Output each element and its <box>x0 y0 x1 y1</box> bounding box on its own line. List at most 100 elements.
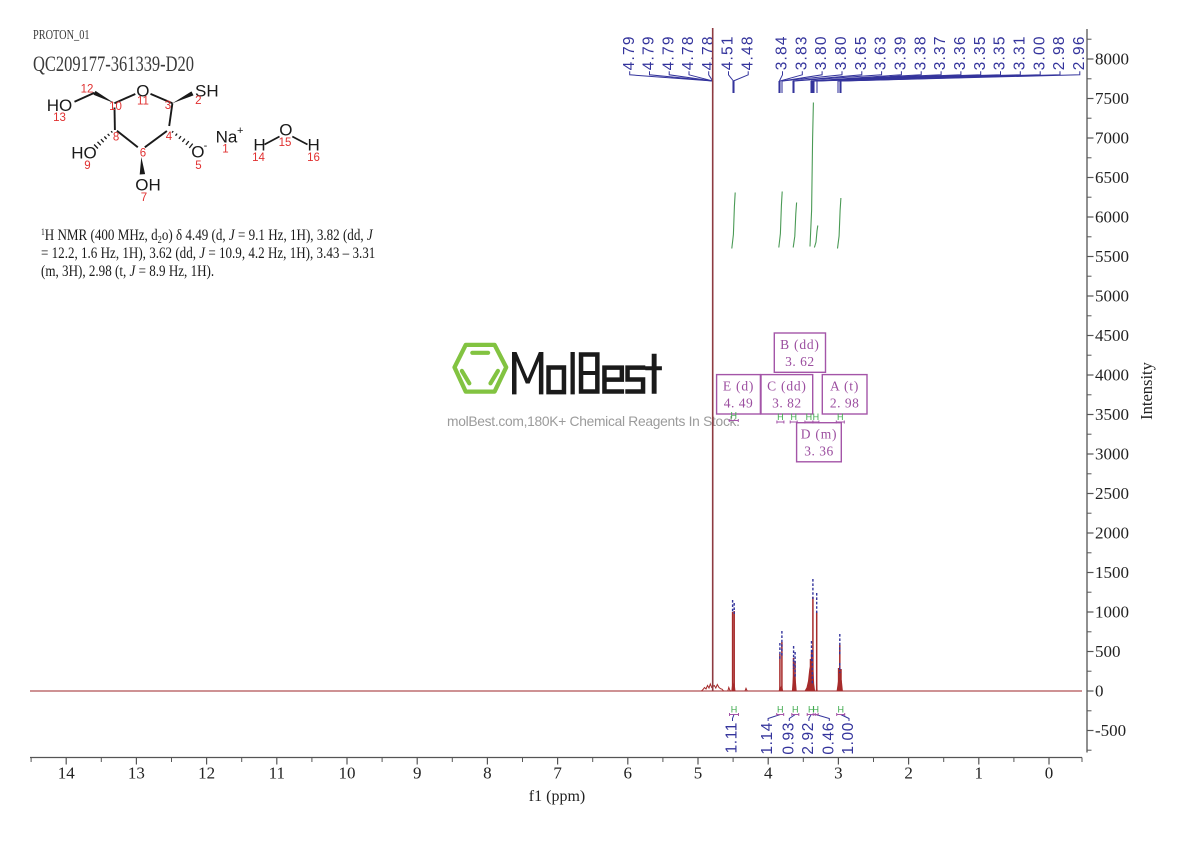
svg-text:14: 14 <box>252 152 265 164</box>
svg-text:4.51: 4.51 <box>720 35 737 70</box>
svg-text:2. 98: 2. 98 <box>830 396 860 411</box>
svg-text:10: 10 <box>339 764 356 783</box>
svg-text:-500: -500 <box>1095 721 1126 740</box>
svg-text:3. 36: 3. 36 <box>804 444 834 459</box>
svg-text:3: 3 <box>165 100 171 112</box>
svg-text:3.80: 3.80 <box>813 35 830 70</box>
svg-text:H: H <box>790 412 797 422</box>
svg-text:8: 8 <box>113 131 119 143</box>
svg-text:f1 (ppm): f1 (ppm) <box>529 788 585 805</box>
svg-text:3.38: 3.38 <box>912 35 929 70</box>
svg-text:1000: 1000 <box>1095 603 1129 622</box>
svg-text:3.35: 3.35 <box>992 35 1009 70</box>
svg-text:500: 500 <box>1095 642 1121 661</box>
svg-text:(m, 3H), 2.98 (t, J = 8.9 Hz,: (m, 3H), 2.98 (t, J = 8.9 Hz, 1H). <box>41 263 214 280</box>
svg-text:3.83: 3.83 <box>793 35 810 70</box>
svg-text:H: H <box>837 705 844 715</box>
svg-text:3.39: 3.39 <box>892 35 909 70</box>
svg-text:1: 1 <box>975 764 984 783</box>
svg-text:3.36: 3.36 <box>952 35 969 70</box>
svg-text:3: 3 <box>834 764 843 783</box>
svg-text:3000: 3000 <box>1095 445 1129 464</box>
svg-text:5: 5 <box>694 764 703 783</box>
svg-text:11: 11 <box>137 95 149 107</box>
svg-text:B (dd): B (dd) <box>780 337 820 352</box>
svg-text:2.96: 2.96 <box>1071 35 1088 70</box>
svg-text:6500: 6500 <box>1095 168 1129 187</box>
svg-text:3.00: 3.00 <box>1031 35 1048 70</box>
svg-text:Intensity: Intensity <box>1137 361 1156 419</box>
svg-text:3.35: 3.35 <box>972 35 989 70</box>
svg-text:4.79: 4.79 <box>621 35 638 70</box>
svg-text:7000: 7000 <box>1095 129 1129 148</box>
svg-text:H: H <box>792 705 799 715</box>
svg-text:2.92: 2.92 <box>800 722 817 755</box>
svg-text:7: 7 <box>141 192 147 204</box>
svg-text:H: H <box>777 412 784 422</box>
svg-text:7: 7 <box>553 764 562 783</box>
svg-text:0.93: 0.93 <box>780 722 797 755</box>
svg-text:H: H <box>777 705 784 715</box>
svg-text:H: H <box>837 412 844 422</box>
svg-text:7500: 7500 <box>1095 89 1129 108</box>
svg-text:5000: 5000 <box>1095 287 1129 306</box>
svg-text:OH: OH <box>135 176 161 195</box>
svg-text:3500: 3500 <box>1095 405 1129 424</box>
svg-text:15: 15 <box>279 137 292 149</box>
svg-text:13: 13 <box>128 764 145 783</box>
svg-text:-: - <box>204 140 208 152</box>
svg-text:1.14: 1.14 <box>759 722 776 755</box>
svg-text:4.48: 4.48 <box>739 35 756 70</box>
svg-text:4: 4 <box>764 764 773 783</box>
svg-text:3.65: 3.65 <box>853 35 870 70</box>
svg-text:9: 9 <box>84 160 90 172</box>
svg-text:6: 6 <box>140 147 146 159</box>
svg-text:= 12.2, 1.6 Hz, 1H), 3.62 (dd,: = 12.2, 1.6 Hz, 1H), 3.62 (dd, J = 10.9,… <box>41 245 375 262</box>
svg-text:+: + <box>237 125 243 137</box>
svg-text:16: 16 <box>307 152 320 164</box>
svg-text:2: 2 <box>195 95 201 107</box>
svg-text:1.00: 1.00 <box>840 722 857 755</box>
svg-text:0.46: 0.46 <box>820 722 837 755</box>
svg-text:4.78: 4.78 <box>680 35 697 70</box>
svg-text:0: 0 <box>1045 764 1054 783</box>
svg-text:4.79: 4.79 <box>641 35 658 70</box>
svg-text:H: H <box>813 412 820 422</box>
svg-text:12: 12 <box>198 764 215 783</box>
svg-text:3. 62: 3. 62 <box>785 354 815 369</box>
svg-text:6000: 6000 <box>1095 208 1129 227</box>
svg-text:3.80: 3.80 <box>833 35 850 70</box>
svg-text:4500: 4500 <box>1095 326 1129 345</box>
svg-text:4. 49: 4. 49 <box>724 396 754 411</box>
svg-text:3.84: 3.84 <box>774 35 791 70</box>
svg-text:4000: 4000 <box>1095 366 1129 385</box>
svg-text:C (dd): C (dd) <box>767 379 807 394</box>
svg-text:D (m): D (m) <box>801 427 838 442</box>
svg-text:1500: 1500 <box>1095 563 1129 582</box>
svg-text:2.98: 2.98 <box>1051 35 1068 70</box>
svg-text:3.31: 3.31 <box>1011 35 1028 70</box>
svg-text:10: 10 <box>109 101 122 113</box>
svg-text:6: 6 <box>624 764 633 783</box>
svg-text:4.78: 4.78 <box>700 35 717 70</box>
svg-text:1.11: 1.11 <box>724 722 741 753</box>
svg-text:12: 12 <box>81 83 94 95</box>
svg-text:8000: 8000 <box>1095 50 1129 69</box>
svg-text:13: 13 <box>53 112 66 124</box>
svg-text:A (t): A (t) <box>830 379 859 394</box>
svg-text:H: H <box>806 412 813 422</box>
svg-text:11: 11 <box>269 764 285 783</box>
svg-text:QC209177-361339-D20: QC209177-361339-D20 <box>33 51 194 76</box>
svg-text:O: O <box>191 143 204 162</box>
svg-text:E (d): E (d) <box>723 379 754 394</box>
svg-text:4.79: 4.79 <box>660 35 677 70</box>
svg-text:2: 2 <box>904 764 913 783</box>
svg-text:H: H <box>731 411 738 421</box>
svg-text:molBest.com,180K+ Chemical Rea: molBest.com,180K+ Chemical Reagents In S… <box>447 414 740 429</box>
svg-text:5500: 5500 <box>1095 247 1129 266</box>
svg-text:2500: 2500 <box>1095 484 1129 503</box>
svg-text:5: 5 <box>195 160 201 172</box>
svg-text:H: H <box>731 705 738 715</box>
svg-text:1H NMR (400 MHz, d2o) δ 4.49 (: 1H NMR (400 MHz, d2o) δ 4.49 (d, J = 9.1… <box>41 227 373 245</box>
svg-text:4: 4 <box>166 131 173 143</box>
